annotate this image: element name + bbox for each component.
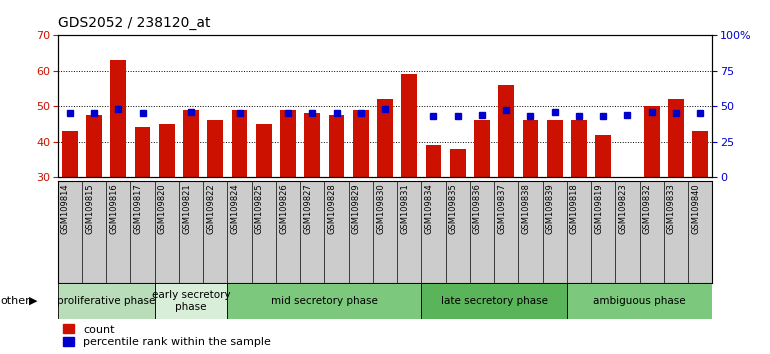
Bar: [644, 106, 660, 177]
Text: GSM109819: GSM109819: [594, 184, 603, 234]
Bar: [426, 145, 441, 177]
Text: GSM109821: GSM109821: [182, 184, 191, 234]
Text: GSM109838: GSM109838: [521, 184, 531, 234]
Bar: [567, 283, 712, 319]
Bar: [207, 120, 223, 177]
Text: GSM109823: GSM109823: [618, 184, 628, 234]
Bar: [329, 115, 344, 177]
Bar: [227, 283, 421, 319]
Text: GSM109828: GSM109828: [327, 184, 336, 234]
Text: GSM109833: GSM109833: [667, 184, 676, 234]
Bar: [135, 127, 150, 177]
Bar: [571, 120, 587, 177]
Text: GSM109832: GSM109832: [643, 184, 651, 234]
Bar: [58, 283, 155, 319]
Text: ambiguous phase: ambiguous phase: [593, 296, 686, 306]
Bar: [668, 99, 684, 177]
Text: GSM109815: GSM109815: [85, 184, 94, 234]
Bar: [183, 110, 199, 177]
Text: GSM109835: GSM109835: [449, 184, 457, 234]
Text: GDS2052 / 238120_at: GDS2052 / 238120_at: [58, 16, 210, 30]
Text: GSM109814: GSM109814: [61, 184, 70, 234]
Bar: [110, 60, 126, 177]
Text: GSM109829: GSM109829: [352, 184, 361, 234]
Text: GSM109824: GSM109824: [230, 184, 239, 234]
Text: GSM109822: GSM109822: [206, 184, 216, 234]
Text: GSM109830: GSM109830: [376, 184, 385, 234]
Text: GSM109820: GSM109820: [158, 184, 167, 234]
Bar: [155, 283, 227, 319]
Text: GSM109827: GSM109827: [303, 184, 313, 234]
Text: GSM109817: GSM109817: [133, 184, 142, 234]
Bar: [450, 149, 466, 177]
Bar: [474, 120, 490, 177]
Text: GSM109818: GSM109818: [570, 184, 579, 234]
Bar: [353, 110, 369, 177]
Text: GSM109826: GSM109826: [279, 184, 288, 234]
Bar: [595, 135, 611, 177]
Text: GSM109837: GSM109837: [497, 184, 506, 234]
Text: GSM109825: GSM109825: [255, 184, 264, 234]
Text: proliferative phase: proliferative phase: [57, 296, 156, 306]
Bar: [232, 110, 247, 177]
Text: GSM109816: GSM109816: [109, 184, 119, 234]
Text: GSM109831: GSM109831: [400, 184, 409, 234]
Text: GSM109836: GSM109836: [473, 184, 482, 234]
Bar: [421, 283, 567, 319]
Legend: count, percentile rank within the sample: count, percentile rank within the sample: [63, 324, 271, 347]
Text: GSM109839: GSM109839: [546, 184, 554, 234]
Text: early secretory
phase: early secretory phase: [152, 290, 230, 312]
Text: other: other: [1, 296, 31, 306]
Bar: [547, 120, 563, 177]
Text: mid secretory phase: mid secretory phase: [271, 296, 378, 306]
Bar: [498, 85, 514, 177]
Text: ▶: ▶: [29, 296, 38, 306]
Bar: [304, 113, 320, 177]
Text: late secretory phase: late secretory phase: [440, 296, 547, 306]
Bar: [377, 99, 393, 177]
Text: GSM109840: GSM109840: [691, 184, 700, 234]
Bar: [280, 110, 296, 177]
Bar: [159, 124, 175, 177]
Bar: [256, 124, 272, 177]
Bar: [86, 115, 102, 177]
Bar: [62, 131, 78, 177]
Text: GSM109834: GSM109834: [424, 184, 434, 234]
Bar: [401, 74, 417, 177]
Bar: [523, 120, 538, 177]
Bar: [692, 131, 708, 177]
